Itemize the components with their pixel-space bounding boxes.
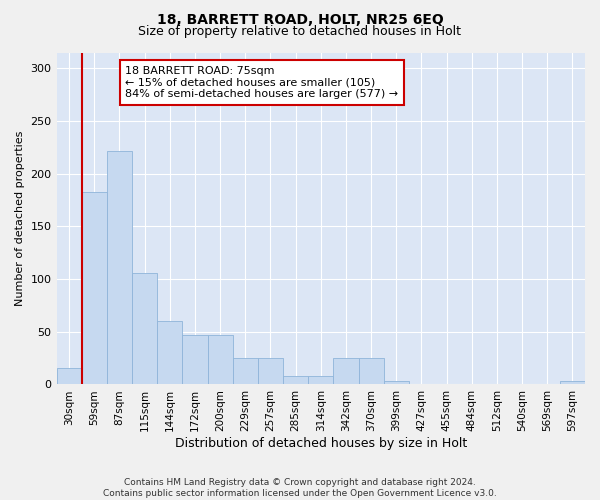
Bar (157, 321, 182, 384)
Bar (82, 192, 107, 384)
Bar (182, 335, 208, 384)
X-axis label: Distribution of detached houses by size in Holt: Distribution of detached houses by size … (175, 437, 467, 450)
Bar (334, 358, 359, 384)
Bar (233, 358, 258, 384)
Text: 18, BARRETT ROAD, HOLT, NR25 6EQ: 18, BARRETT ROAD, HOLT, NR25 6EQ (157, 12, 443, 26)
Text: Size of property relative to detached houses in Holt: Size of property relative to detached ho… (139, 25, 461, 38)
Bar (208, 335, 233, 384)
Bar (283, 376, 308, 384)
Text: Contains HM Land Registry data © Crown copyright and database right 2024.
Contai: Contains HM Land Registry data © Crown c… (103, 478, 497, 498)
Bar (560, 382, 585, 384)
Text: 18 BARRETT ROAD: 75sqm
← 15% of detached houses are smaller (105)
84% of semi-de: 18 BARRETT ROAD: 75sqm ← 15% of detached… (125, 66, 398, 99)
Bar (308, 376, 334, 384)
Bar (258, 358, 283, 384)
Bar (132, 273, 157, 384)
Y-axis label: Number of detached properties: Number of detached properties (15, 131, 25, 306)
Bar (107, 150, 132, 384)
Bar (359, 358, 383, 384)
Bar (383, 382, 409, 384)
Bar (56, 368, 82, 384)
